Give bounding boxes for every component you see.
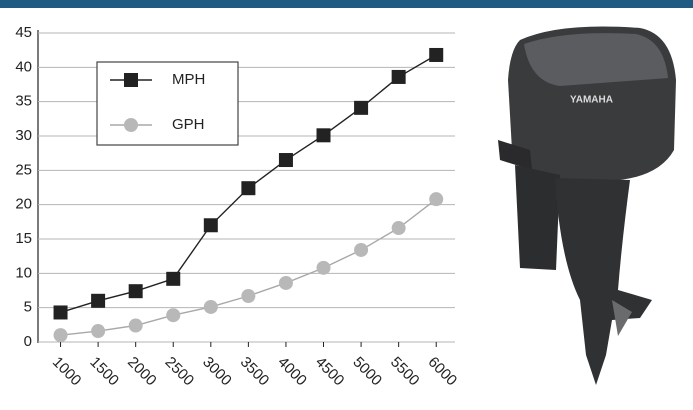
- x-tick-label: 4500: [312, 354, 348, 390]
- marker: [391, 221, 406, 236]
- y-tick-label: 40: [15, 58, 32, 75]
- series-line: [60, 198, 437, 336]
- y-tick-label: 10: [15, 264, 32, 281]
- x-tick-label: 5500: [387, 354, 423, 390]
- marker: [91, 293, 106, 308]
- x-tick-label: 1000: [49, 354, 85, 390]
- y-tick-label: 45: [15, 24, 32, 41]
- marker: [278, 153, 293, 168]
- motor-highlight: [524, 33, 668, 86]
- motor-leg: [555, 178, 652, 385]
- motor-brand: YAMAHA: [570, 95, 613, 106]
- marker: [429, 47, 444, 62]
- x-tick-label: 2500: [162, 354, 198, 390]
- legend-label: MPH: [172, 71, 205, 88]
- marker: [203, 218, 218, 233]
- x-tick-label: 4000: [274, 354, 310, 390]
- legend-marker: [124, 118, 138, 132]
- marker: [53, 305, 68, 320]
- y-tick-label: 30: [15, 127, 32, 144]
- marker: [203, 299, 218, 314]
- marker: [53, 328, 68, 343]
- motor-clamp: [515, 165, 560, 270]
- marker: [391, 69, 406, 84]
- y-tick-label: 5: [24, 299, 32, 316]
- x-tick-label: 5000: [349, 354, 385, 390]
- x-tick-label: 6000: [425, 354, 461, 390]
- marker: [429, 192, 444, 207]
- legend-box: [96, 61, 239, 146]
- marker: [316, 260, 331, 275]
- marker: [166, 271, 181, 286]
- x-tick-label: 1500: [86, 354, 122, 390]
- top-bar: [0, 0, 693, 8]
- legend-marker: [124, 73, 138, 87]
- x-tick-label: 2000: [124, 354, 160, 390]
- y-tick-label: 25: [15, 161, 32, 178]
- marker: [241, 288, 256, 303]
- marker: [128, 284, 143, 299]
- marker: [241, 181, 256, 196]
- marker: [278, 275, 293, 290]
- x-tick-label: 3000: [199, 354, 235, 390]
- marker: [354, 242, 369, 257]
- motor-prop: [612, 300, 632, 336]
- y-tick-label: 0: [24, 333, 32, 350]
- y-tick-label: 20: [15, 196, 32, 213]
- motor-bracket: [498, 140, 532, 170]
- marker: [166, 308, 181, 323]
- marker: [91, 324, 106, 339]
- outboard-motor: YAMAHA: [498, 26, 676, 385]
- marker: [354, 100, 369, 115]
- y-tick-label: 15: [15, 230, 32, 247]
- y-tick-label: 35: [15, 93, 32, 110]
- marker: [128, 318, 143, 333]
- x-tick-label: 3500: [237, 354, 273, 390]
- legend-label: GPH: [172, 116, 205, 133]
- marker: [316, 128, 331, 143]
